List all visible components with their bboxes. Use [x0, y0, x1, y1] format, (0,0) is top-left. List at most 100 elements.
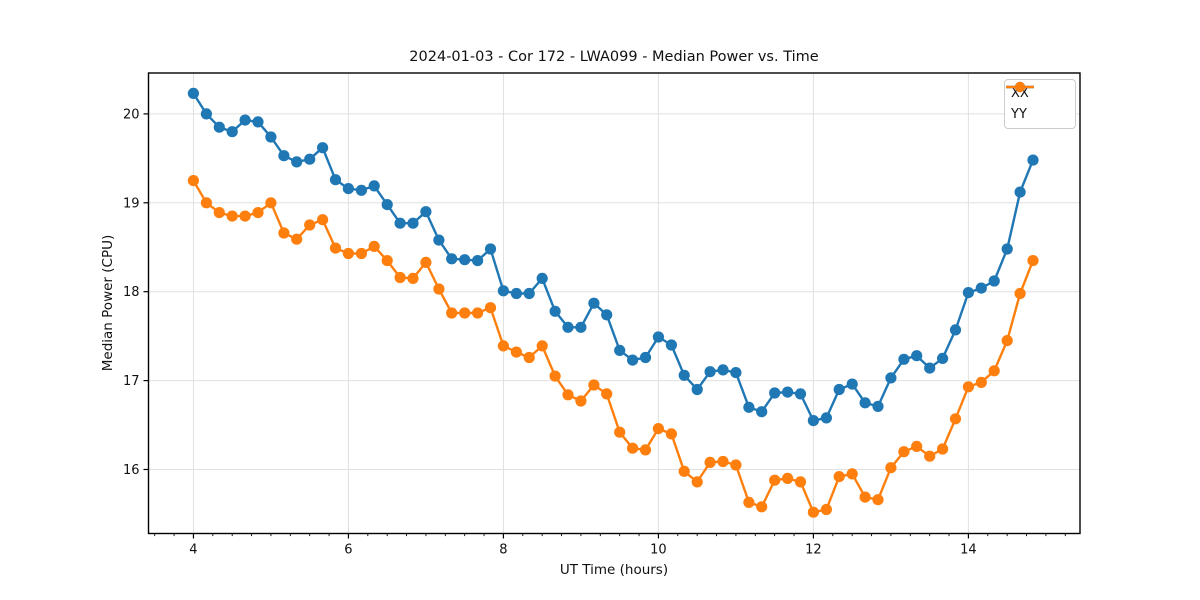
data-point-YY	[407, 272, 419, 284]
x-tick-label: 8	[499, 543, 507, 558]
data-point-XX	[665, 339, 678, 351]
data-point-XX	[497, 285, 509, 297]
data-point-XX	[769, 387, 781, 399]
data-point-YY	[394, 271, 406, 284]
data-point-YY	[885, 462, 897, 474]
data-point-YY	[536, 340, 548, 352]
data-point-YY	[187, 175, 199, 187]
data-point-YY	[898, 446, 910, 458]
data-point-XX	[484, 243, 497, 255]
data-point-YY	[239, 210, 251, 222]
data-point-XX	[717, 364, 729, 376]
data-point-XX	[213, 121, 225, 133]
data-point-XX	[459, 254, 471, 266]
data-point-YY	[820, 503, 833, 516]
data-point-YY	[446, 307, 458, 319]
data-point-XX	[355, 184, 367, 196]
data-point-YY	[472, 307, 484, 319]
data-point-YY	[704, 456, 716, 468]
data-point-XX	[962, 287, 975, 299]
legend: XX YY	[1004, 79, 1076, 129]
data-point-XX	[278, 150, 290, 162]
data-point-YY	[265, 197, 277, 209]
data-point-YY	[911, 440, 923, 452]
data-point-YY	[575, 395, 587, 407]
data-point-YY	[794, 476, 807, 488]
data-point-XX	[872, 400, 884, 412]
data-point-YY	[717, 455, 729, 468]
data-point-YY	[730, 459, 742, 471]
chart-title: 2024-01-03 - Cor 172 - LWA099 - Median P…	[409, 49, 819, 65]
data-point-YY	[769, 474, 781, 486]
data-point-XX	[1001, 243, 1013, 255]
data-point-XX	[368, 180, 380, 192]
data-point-YY	[782, 472, 794, 484]
data-point-YY	[484, 302, 497, 314]
y-tick-label: 16	[123, 463, 140, 478]
data-point-YY	[1001, 335, 1013, 347]
data-point-YY	[381, 255, 393, 267]
data-point-XX	[988, 275, 1000, 287]
data-point-XX	[794, 388, 807, 400]
data-point-YY	[639, 444, 652, 456]
data-point-XX	[743, 401, 755, 413]
data-point-XX	[949, 324, 962, 336]
y-tick-label: 19	[123, 196, 140, 211]
legend-label-YY: YY	[1011, 107, 1027, 122]
data-point-XX	[678, 369, 690, 381]
series-line-YY	[192, 179, 1035, 514]
data-point-XX	[472, 255, 484, 267]
data-point-XX	[329, 174, 342, 186]
data-point-XX	[252, 116, 264, 128]
data-point-YY	[601, 388, 613, 400]
data-point-XX	[911, 350, 923, 362]
y-tick-label: 18	[123, 285, 140, 300]
x-tick-label: 6	[344, 543, 352, 558]
data-point-YY	[317, 214, 329, 226]
data-point-YY	[459, 307, 471, 319]
data-point-YY	[510, 346, 522, 358]
data-point-XX	[407, 217, 419, 229]
x-tick-label: 14	[960, 543, 977, 558]
data-point-YY	[988, 365, 1000, 377]
data-point-XX	[627, 354, 639, 366]
data-point-YY	[278, 227, 290, 239]
data-point-YY	[497, 340, 509, 352]
data-point-YY	[833, 471, 845, 483]
data-point-YY	[291, 233, 303, 245]
data-point-YY	[329, 242, 342, 254]
data-point-XX	[342, 183, 354, 195]
data-point-XX	[433, 234, 445, 246]
data-point-YY	[342, 247, 354, 260]
data-point-XX	[704, 366, 716, 378]
data-point-XX	[200, 108, 212, 120]
data-point-XX	[975, 282, 987, 294]
data-point-XX	[782, 386, 794, 398]
data-point-YY	[562, 389, 574, 401]
x-tick-label: 12	[805, 543, 822, 558]
data-point-XX	[833, 383, 845, 396]
data-point-YY	[252, 207, 264, 219]
data-point-XX	[536, 272, 548, 284]
data-point-XX	[691, 383, 703, 396]
axes-spines	[147, 72, 1081, 535]
data-point-YY	[949, 413, 962, 425]
data-point-XX	[510, 287, 522, 300]
data-point-YY	[588, 379, 600, 391]
data-point-XX	[523, 287, 535, 300]
data-point-XX	[898, 353, 910, 365]
data-point-XX	[639, 351, 652, 364]
data-point-XX	[265, 131, 277, 143]
data-point-YY	[652, 423, 665, 435]
data-point-YY	[665, 428, 678, 440]
data-point-XX	[1014, 186, 1026, 198]
data-point-XX	[859, 397, 871, 409]
data-point-XX	[601, 309, 613, 321]
data-point-XX	[420, 206, 432, 218]
data-point-YY	[549, 370, 561, 382]
data-point-XX	[846, 378, 858, 390]
data-point-XX	[187, 87, 199, 99]
data-point-XX	[885, 372, 897, 384]
